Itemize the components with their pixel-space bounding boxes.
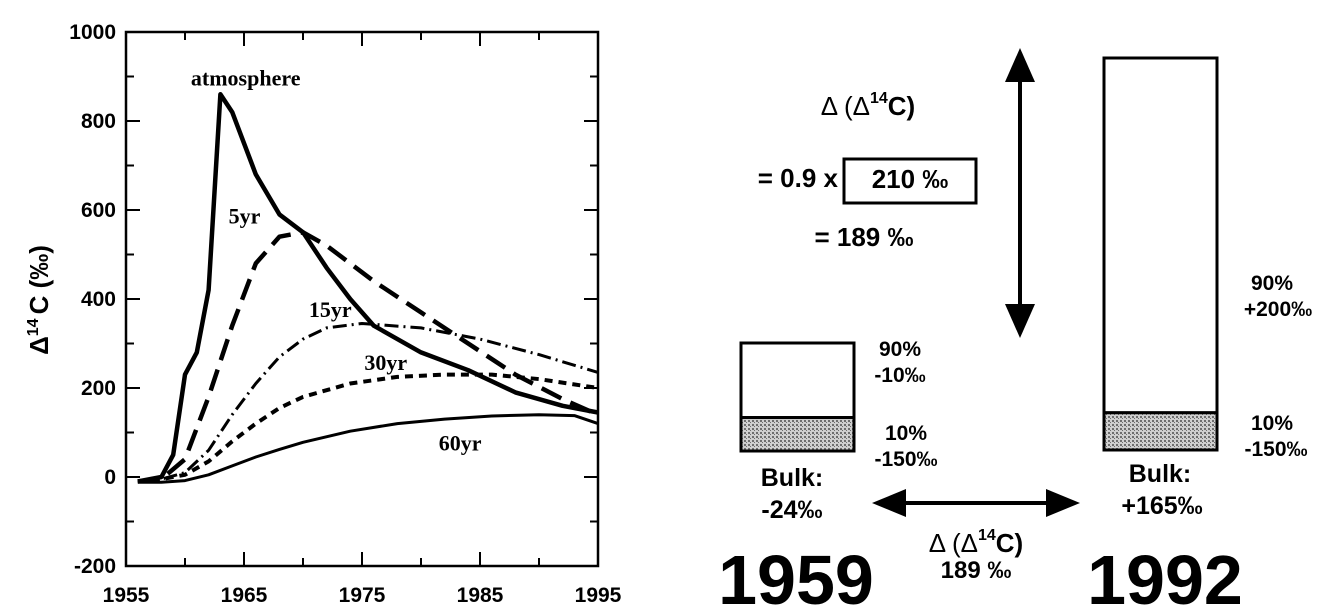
box-1959-lower: [739, 416, 856, 453]
bottom-formula-delta: Δ (Δ: [929, 528, 978, 558]
y-tick-label: 600: [81, 199, 116, 222]
top-formula-line2: = 0.9 x: [758, 163, 839, 193]
top-formula-sup: 14: [870, 90, 888, 107]
box-diagram: Δ (Δ14C) = 0.9 x 210 ‰ = 189 ‰ 90% -10‰ …: [718, 48, 1312, 609]
plot-frame: [124, 30, 600, 568]
year-1959: 1959: [718, 541, 874, 609]
x-tick-label: 1975: [339, 584, 386, 607]
horizontal-double-arrow: [872, 489, 1080, 517]
box-1959-upper: [739, 341, 856, 420]
y-tick-label: 800: [81, 110, 116, 133]
series-label-5yr: 5yr: [229, 203, 261, 228]
box-1992-lower: [1102, 411, 1219, 452]
y-tick-label: 1000: [69, 21, 116, 44]
year-1992: 1992: [1087, 541, 1243, 609]
top-formula-delta: Δ (Δ: [821, 91, 870, 121]
box-1992-lower-val: -150‰: [1244, 438, 1307, 461]
x-tick-label: 1995: [575, 584, 622, 607]
bulk-1992-label: Bulk:: [1129, 460, 1192, 488]
bottom-formula-close: C): [996, 528, 1023, 558]
tick-labels: -200 0 200 400 600 800 1000 1955 1965 1975 1985 199…: [69, 21, 621, 607]
axis-ticks: [125, 31, 599, 567]
series-label-atmosphere: atmosphere: [191, 65, 301, 90]
series-lines: [137, 92, 599, 484]
y-axis-label-delta: Δ: [24, 336, 54, 355]
y-axis-label-sup: 14: [25, 318, 42, 336]
box-1992-upper: [1102, 56, 1219, 415]
vertical-double-arrow: [1005, 48, 1035, 338]
y-tick-label: 0: [104, 466, 116, 489]
x-tick-label: 1955: [103, 584, 150, 607]
y-tick-label: 400: [81, 288, 116, 311]
delta14c-line-chart: -200 0 200 400 600 800 1000 1955 1965 1975 1985 199…: [24, 21, 622, 607]
series-label-30yr: 30yr: [364, 350, 407, 375]
bottom-formula-sup: 14: [978, 527, 996, 544]
box-1959-upper-val: -10‰: [874, 364, 925, 387]
box-1959-lower-val: -150‰: [874, 448, 937, 471]
box-1992-upper-val: +200‰: [1244, 298, 1312, 321]
bulk-1959-value: -24‰: [761, 496, 822, 524]
x-tick-label: 1985: [457, 584, 504, 607]
y-axis-label-rest: C (‰): [24, 245, 54, 314]
y-tick-label: 200: [81, 377, 116, 400]
series-15yr: [137, 322, 599, 483]
box-1959: [739, 341, 856, 453]
top-formula-line1: Δ (Δ14C): [821, 90, 915, 121]
top-formula-close: C): [888, 91, 915, 121]
boxed-value-frame: [842, 157, 978, 205]
bulk-1992-value: +165‰: [1121, 492, 1202, 520]
series-5yr: [137, 230, 599, 484]
y-tick-label: -200: [74, 555, 116, 578]
bottom-formula-line1: Δ (Δ14C): [929, 527, 1023, 558]
series-60yr: [137, 413, 599, 484]
bulk-1959-label: Bulk:: [761, 464, 824, 492]
series-labels: atmosphere 5yr 15yr 30yr 60yr: [191, 65, 482, 455]
box-1992: [1102, 56, 1219, 452]
y-axis-label: Δ14 C (‰): [24, 245, 54, 355]
series-atmosphere: [137, 92, 599, 484]
box-1959-upper-pct: 90%: [879, 338, 921, 361]
bottom-formula-value: 189 ‰: [941, 557, 1012, 584]
top-formula-line3: = 189 ‰: [814, 222, 913, 252]
box-1992-lower-pct: 10%: [1251, 412, 1293, 435]
series-label-60yr: 60yr: [439, 430, 482, 455]
box-1992-upper-pct: 90%: [1251, 272, 1293, 295]
series-label-15yr: 15yr: [309, 297, 352, 322]
box-1959-lower-pct: 10%: [885, 422, 927, 445]
boxed-value: 210 ‰: [872, 164, 949, 194]
x-tick-label: 1965: [221, 584, 268, 607]
